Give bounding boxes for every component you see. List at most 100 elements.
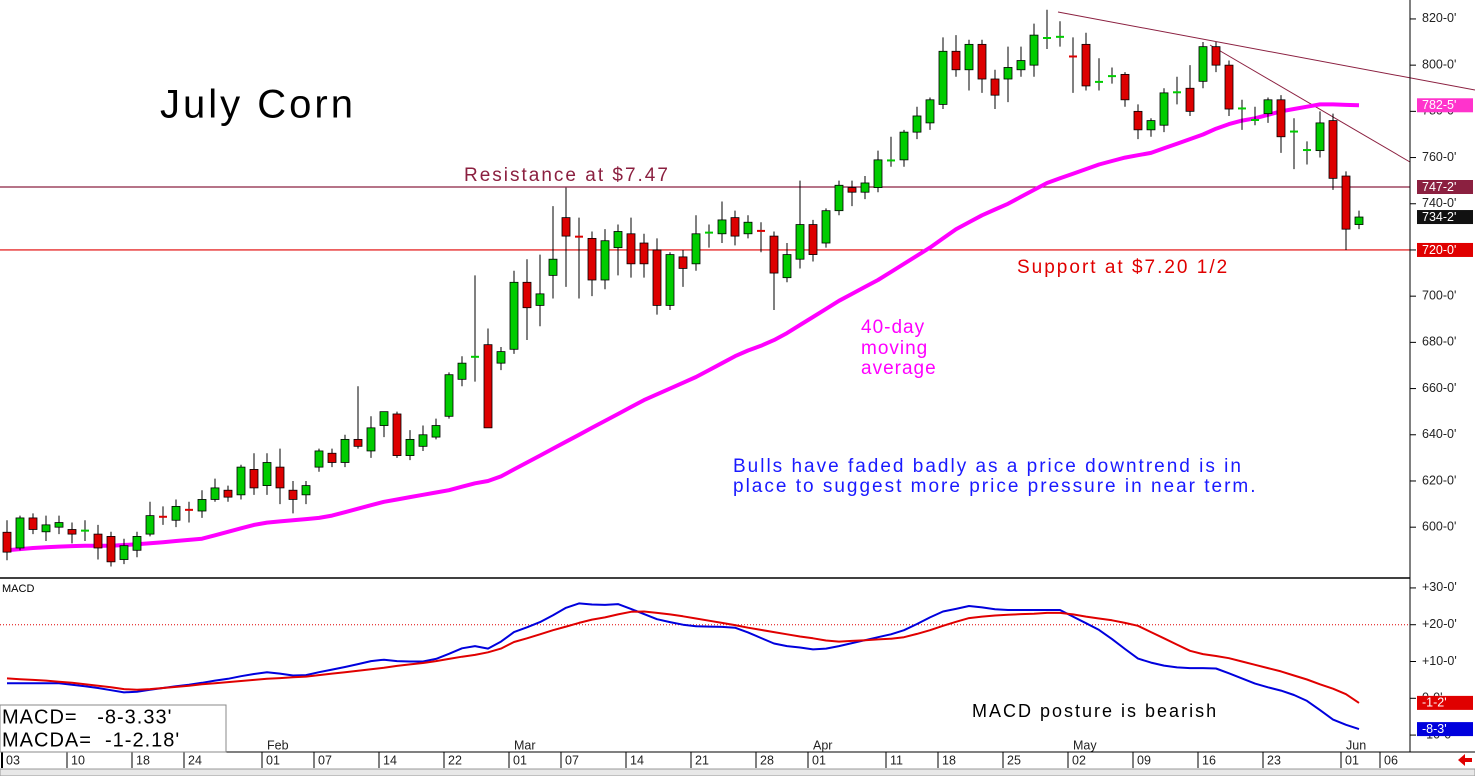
x-tick-label: 21 [695,753,709,767]
candle-body [1029,34,1039,66]
x-tick-label: 07 [318,753,332,767]
price-tag [1417,722,1473,737]
y-tick-label: 660-0' [1422,381,1456,395]
y-tick-label: +30-0' [1422,580,1457,594]
note: place to suggest more price pressure in … [733,476,1258,497]
candle-body [145,515,155,535]
candle-body [977,43,987,80]
candle-body [262,462,272,486]
candle-body [847,187,857,193]
x-tick-label: 10 [71,753,85,767]
y-tick-label: 740-0' [1422,196,1456,210]
candle-body [405,438,415,456]
ma-label: 40-day [861,317,925,338]
candle-body [444,374,454,417]
candle-body [223,489,233,498]
support-label: Support at $7.20 1/2 [1017,257,1229,278]
candle-body [834,184,844,212]
candle-body [1354,216,1364,225]
candle-body [821,210,831,244]
candle-body [392,413,402,456]
candle-body [132,536,142,551]
candle-body [366,427,376,452]
price-tag-label: 747-2' [1422,180,1456,194]
y-tick-label: 700-0' [1422,288,1456,302]
candle-body [119,545,129,560]
candle-body [548,258,558,276]
x-tick-label: 23 [1267,753,1281,767]
y-tick-label: 760-0' [1422,150,1456,164]
candle-body [1198,46,1208,82]
x-tick-label: 02 [1072,753,1086,767]
candle-body [431,425,441,438]
candle-body [509,281,519,350]
candle-body [1341,175,1351,230]
candle-body [912,115,922,133]
x-tick-label: 03 [6,753,20,767]
candle-body [717,219,727,235]
x-tick-label: 01 [266,753,280,767]
candle-body [639,242,649,265]
candle-body [613,231,623,249]
candle-body [314,450,324,468]
candle-body [483,344,493,429]
candle-body [1185,87,1195,112]
candle-body [418,434,428,447]
candle-body [1276,99,1286,138]
candle-body [249,469,259,489]
x-tick-label: 07 [565,753,579,767]
y-tick-label: +10-0' [1422,654,1457,668]
candle-body [808,224,818,255]
panel-title: MACD [2,583,34,595]
candle-body [171,505,181,521]
month-label: Apr [813,738,832,752]
candle-body [665,254,675,306]
x-tick-label: 18 [136,753,150,767]
x-tick-label: 22 [448,753,462,767]
y-tick-label: 620-0' [1422,473,1456,487]
macd-line [7,602,1360,731]
candle-body [496,351,506,364]
macd-line [6,610,1360,704]
price-tag [1417,242,1473,257]
candle-body [197,499,207,512]
candle-body [340,438,350,463]
candle-body [990,78,1000,96]
candle-body [457,362,467,380]
candle-body [288,489,298,500]
candle-body [1263,99,1273,115]
candle-body [106,536,116,563]
candle-body [210,487,220,500]
month-label: May [1073,738,1097,752]
candle-body [1159,92,1169,126]
candle-body [1211,46,1221,66]
candle-body [899,131,909,161]
candle-body [1003,67,1013,80]
candle-body [860,182,870,193]
x-tick-label: 01 [1345,753,1359,767]
x-tick-label: 14 [630,753,644,767]
note: Bulls have faded badly as a price downtr… [733,456,1243,477]
moving-average [6,102,1360,553]
candle-body [1081,43,1091,87]
scroll-arrow[interactable] [1458,754,1472,766]
x-tick-label: 14 [383,753,397,767]
ma-label: moving [861,338,928,359]
candle-body [561,217,571,237]
candle-body [15,517,25,549]
candle-body [1016,60,1026,71]
candle-body [600,240,610,281]
price-tag-label: 782-5' [1422,98,1456,112]
readout-box [0,704,227,753]
y-tick-label: +20-0' [1422,617,1457,631]
candle-body [28,517,38,530]
scrollbar [0,768,1475,776]
candle-body [691,233,701,265]
candle-body [730,217,740,237]
readout: MACD= -8-3.33' [2,706,172,728]
candle-body [795,224,805,260]
price-tag [1417,180,1473,195]
